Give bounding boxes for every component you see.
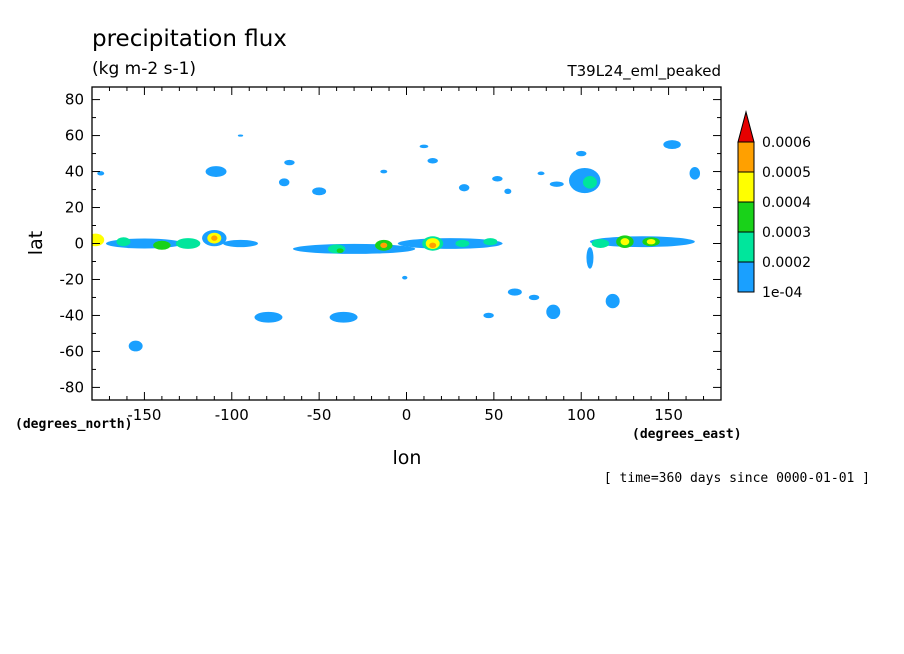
y-tick-label: -80 [60, 378, 85, 396]
run-label: T39L24_eml_peaked [566, 62, 721, 81]
precipitation-contours [92, 134, 701, 352]
chart-units: (kg m-2 s-1) [92, 59, 196, 79]
y-tick-label: -20 [60, 270, 85, 288]
y-tick-label: 40 [65, 163, 84, 181]
contour-region [329, 311, 358, 323]
contour-region [663, 140, 681, 150]
colorbar-segment [737, 261, 755, 293]
y-tick-label: 20 [65, 199, 84, 217]
colorbar-segment [737, 201, 755, 233]
y-tick-label: -60 [60, 342, 85, 360]
contour-region [575, 150, 587, 157]
contour-region [254, 311, 283, 323]
contour-region [528, 294, 540, 301]
x-units-label: (degrees_east) [632, 427, 742, 442]
colorbar-tick-label: 0.0004 [762, 195, 811, 211]
x-tick-label: -100 [215, 406, 249, 424]
x-tick-label: 50 [484, 406, 503, 424]
time-note: [ time=360 days since 0000-01-01 ] [604, 471, 870, 486]
contour-region [586, 247, 594, 269]
x-tick-label: -150 [127, 406, 161, 424]
contour-region [312, 187, 327, 196]
colorbar-tick-label: 0.0006 [762, 135, 811, 151]
contour-region [153, 240, 171, 250]
x-tick-label: 150 [654, 406, 683, 424]
contour-region [591, 239, 610, 248]
contour-region [223, 239, 258, 248]
contour-region [116, 237, 131, 247]
y-axis: 80 60 40 20 0 -20 -40 -60 -80 [60, 91, 721, 396]
contour-region [380, 169, 388, 174]
contour-region [284, 159, 295, 166]
plot-area: -150 -100 -50 0 50 100 150 80 60 40 20 0 -20 -40 -60 -… [60, 86, 722, 424]
colorbar-tick-label: 1e-04 [762, 285, 802, 301]
chart-title: precipitation flux [92, 26, 287, 52]
contour-region [537, 171, 545, 176]
contour-region [380, 242, 388, 248]
contour-region [427, 158, 438, 164]
contour-region [211, 235, 218, 241]
contour-region [128, 340, 143, 352]
colorbar-tick-label: 0.0002 [762, 255, 811, 271]
y-tick-label: -40 [60, 306, 85, 324]
x-tick-label: -50 [307, 406, 332, 424]
contour-region [492, 176, 503, 182]
contour-region [455, 239, 470, 248]
contour-region [278, 178, 290, 187]
x-axis-label: lon [393, 447, 422, 469]
y-units-label: (degrees_north) [15, 417, 132, 432]
contour-region [483, 312, 494, 319]
contour-region [549, 181, 564, 187]
x-tick-label: 100 [567, 406, 596, 424]
contour-region [689, 167, 701, 180]
contour-region [92, 233, 105, 247]
contour-region [419, 144, 429, 149]
y-tick-label: 80 [65, 91, 84, 109]
contour-region [97, 171, 105, 176]
contour-region [205, 166, 227, 177]
contour-region [429, 242, 437, 248]
y-tick-label: 0 [74, 235, 84, 253]
contour-region [458, 184, 470, 192]
colorbar-segment [737, 171, 755, 203]
y-axis-label: lat [25, 231, 47, 255]
contour-region [292, 243, 416, 254]
contour-region [237, 134, 244, 137]
x-axis: -150 -100 -50 0 50 100 150 [108, 87, 705, 424]
colorbar-segment [737, 231, 755, 263]
y-tick-label: 60 [65, 127, 84, 145]
contour-region [546, 304, 561, 320]
colorbar-tick-label: 0.0003 [762, 225, 811, 241]
contour-region [336, 248, 344, 254]
contour-region [605, 293, 620, 309]
colorbar-extend-triangle [737, 110, 755, 143]
colorbar-segment [737, 141, 755, 173]
colorbar-tick-label: 0.0005 [762, 165, 811, 181]
x-tick-label: 0 [402, 406, 412, 424]
contour-region [620, 238, 630, 246]
contour-region [646, 239, 656, 245]
contour-region [504, 188, 512, 195]
contour-region [483, 238, 498, 246]
contour-region [582, 176, 597, 189]
contour-region [175, 238, 201, 249]
colorbar: 1e-04 0.0002 0.0003 0.0004 0.0005 0.0006 [737, 110, 811, 301]
contour-region [402, 275, 408, 280]
contour-region [507, 288, 522, 296]
